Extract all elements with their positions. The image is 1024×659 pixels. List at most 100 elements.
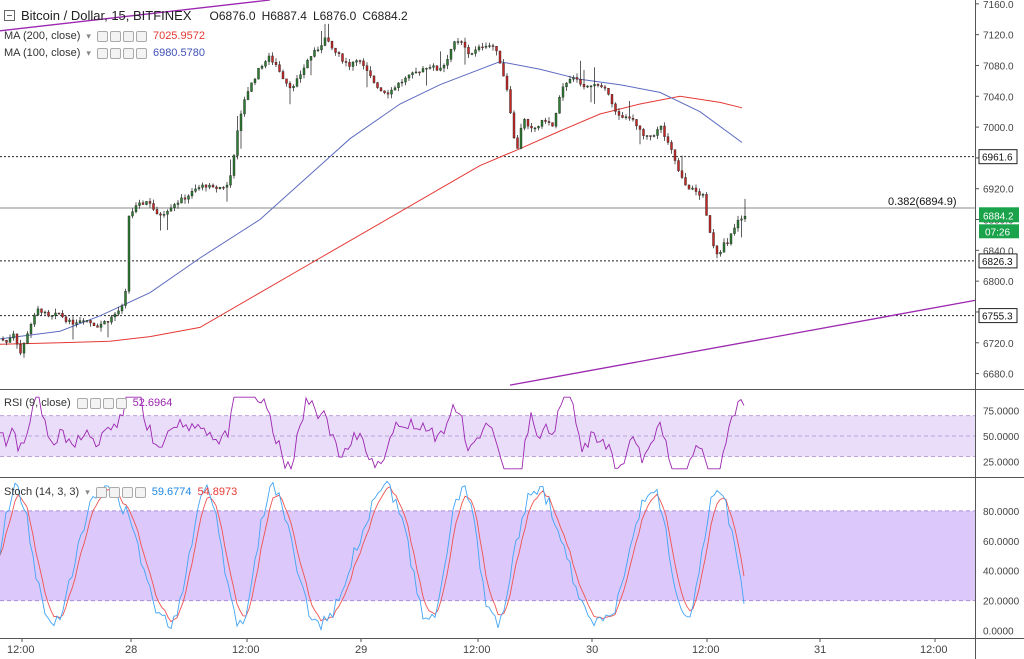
candle-body — [253, 78, 257, 84]
candle-body — [638, 125, 642, 130]
candle-body — [50, 315, 54, 317]
candle-body — [481, 46, 484, 49]
candle-body — [470, 53, 474, 55]
candle-body — [491, 45, 495, 47]
candle-body — [729, 233, 733, 244]
time-tick-label: 12:00 — [463, 644, 491, 656]
candle-body — [274, 62, 278, 65]
candle-body — [691, 187, 694, 190]
candle-body — [607, 88, 610, 95]
candle-body — [355, 60, 358, 63]
candle-body — [393, 87, 397, 91]
ma200-value: 7025.9572 — [152, 30, 205, 42]
candle-body — [334, 47, 337, 53]
candle-body — [204, 184, 208, 188]
candle-body — [614, 103, 617, 112]
candle-body — [512, 112, 516, 139]
chevron-down-icon[interactable]: ▾ — [86, 47, 91, 58]
level-price-box — [978, 253, 1018, 269]
level-price-label: 6826.3 — [982, 257, 1013, 268]
candle-body — [299, 74, 302, 79]
indicator-buttons[interactable] — [76, 397, 127, 409]
candle-body — [131, 211, 134, 217]
candle-body — [215, 186, 218, 189]
candle-body — [526, 119, 530, 127]
candle-body — [593, 84, 596, 87]
price-tick-label: 6680.0 — [983, 370, 1014, 381]
candle-body — [362, 60, 365, 66]
candle-body — [40, 308, 43, 313]
indicator-buttons[interactable] — [96, 47, 147, 59]
collapse-icon[interactable] — [4, 10, 15, 21]
candle-body — [337, 52, 341, 54]
trendline — [509, 299, 976, 386]
candle-body — [260, 65, 264, 69]
candle-body — [26, 333, 29, 344]
candle-body — [698, 191, 701, 196]
symbol-title: Bitcoin / Dollar, 15, BITFINEX — [21, 8, 192, 23]
candle-body — [743, 215, 747, 220]
rsi-line — [0, 396, 745, 471]
chevron-down-icon[interactable]: ▾ — [85, 486, 90, 497]
candle-body — [701, 194, 705, 196]
candle-body — [12, 333, 15, 339]
candle-body — [159, 213, 162, 216]
candle-body — [309, 56, 313, 61]
candle-body — [547, 121, 551, 123]
candle-body — [425, 68, 428, 70]
candle-body — [449, 49, 453, 60]
candle-body — [589, 85, 593, 88]
indicator-buttons[interactable] — [95, 486, 146, 498]
candle-body — [642, 129, 645, 136]
candle-body — [47, 311, 50, 317]
candle-body — [351, 61, 355, 67]
candles-group — [1, 23, 747, 358]
price-tick-label: 6920.0 — [983, 185, 1014, 196]
candle-body — [666, 136, 670, 143]
last-price-label: 6884.2 — [983, 211, 1014, 222]
candle-body — [120, 305, 124, 312]
candle-body — [306, 60, 309, 69]
candle-body — [453, 41, 456, 50]
candle-body — [54, 312, 57, 316]
chevron-down-icon[interactable]: ▾ — [86, 30, 91, 41]
price-tick-label: 7160.0 — [983, 0, 1014, 11]
candle-body — [281, 71, 285, 80]
candle-body — [488, 45, 491, 47]
time-tick-label: 28 — [125, 644, 137, 656]
candle-body — [155, 209, 159, 215]
candle-body — [152, 203, 155, 210]
candle-body — [631, 117, 635, 120]
candle-body — [239, 113, 243, 131]
candle-body — [22, 343, 26, 354]
candle-body — [474, 49, 477, 54]
rsi-tick-label: 75.0000 — [983, 406, 1020, 417]
ma200-header: MA (200, close) ▾ 7025.9572 — [4, 30, 205, 42]
candle-body — [400, 81, 404, 84]
candle-body — [439, 67, 442, 71]
candle-body — [596, 84, 600, 86]
candle-body — [519, 127, 523, 149]
candle-body — [89, 320, 92, 324]
candle-body — [376, 82, 379, 88]
candle-body — [558, 96, 561, 114]
candle-body — [530, 125, 533, 129]
candle-body — [57, 312, 61, 315]
candle-body — [523, 119, 526, 129]
candle-body — [663, 125, 666, 137]
trendline — [0, 0, 271, 32]
candle-body — [726, 242, 729, 244]
candle-body — [278, 64, 281, 72]
time-tick-label: 12:00 — [232, 644, 260, 656]
candle-body — [194, 188, 197, 192]
candle-body — [348, 62, 351, 67]
candle-body — [141, 202, 145, 205]
candle-body — [85, 320, 89, 322]
candle-body — [372, 75, 376, 83]
candle-body — [365, 65, 369, 71]
candle-body — [390, 89, 393, 95]
rsi-header: RSI (9, close) 52.6964 — [4, 397, 172, 409]
indicator-buttons[interactable] — [96, 30, 147, 42]
candle-body — [582, 84, 586, 88]
